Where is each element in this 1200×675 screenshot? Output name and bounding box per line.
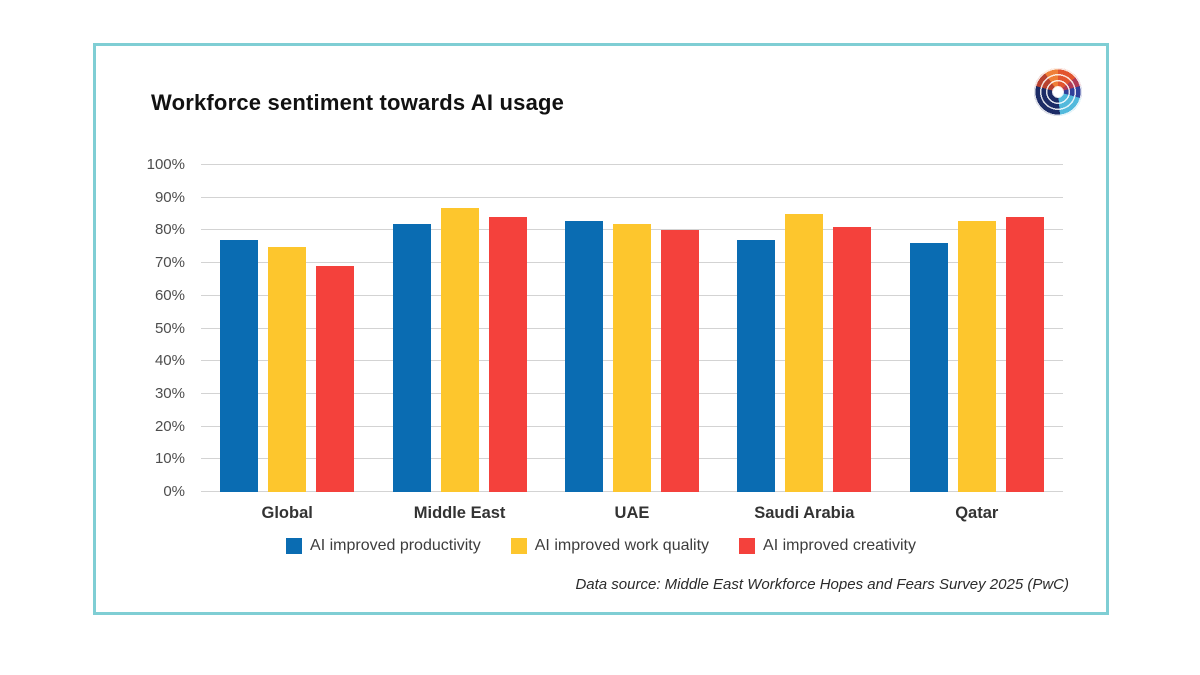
category-label-qatar: Qatar bbox=[955, 504, 999, 522]
y-axis-tick-label: 10% bbox=[154, 450, 185, 468]
legend-label: AI improved creativity bbox=[763, 537, 916, 554]
legend-item-ai-improved-work-quality: AI improved work quality bbox=[510, 537, 710, 555]
bar-ai-improved-work-quality-saudi-arabia bbox=[785, 214, 824, 492]
y-axis-tick-label: 100% bbox=[146, 156, 185, 173]
legend-swatch-icon bbox=[286, 538, 303, 554]
bar-group-middle-east bbox=[392, 165, 527, 492]
y-axis-tick-label: 0% bbox=[163, 483, 185, 500]
chart-card: Workforce sentiment towards AI usage 0% 1… bbox=[93, 43, 1109, 615]
y-axis-tick-label: 40% bbox=[154, 352, 185, 370]
brand-swirl-logo-icon bbox=[1034, 68, 1082, 116]
bar-ai-improved-productivity-global bbox=[220, 240, 259, 492]
bar-ai-improved-work-quality-middle-east bbox=[440, 207, 479, 492]
legend-item-ai-improved-productivity: AI improved productivity bbox=[286, 537, 481, 555]
y-axis-tick-label: 80% bbox=[154, 221, 185, 239]
bar-ai-improved-productivity-saudi-arabia bbox=[737, 240, 776, 492]
legend: AI improved productivity AI improved work… bbox=[96, 537, 1106, 555]
bar-ai-improved-creativity-saudi-arabia bbox=[833, 227, 872, 492]
bar-ai-improved-work-quality-uae bbox=[612, 223, 651, 492]
bar-group-saudi-arabia bbox=[737, 165, 872, 492]
x-axis-category-labels: Global Middle East UAE Saudi Arabia Qatar bbox=[201, 504, 1063, 523]
plot-area bbox=[201, 164, 1063, 492]
bar-ai-improved-work-quality-qatar bbox=[957, 220, 996, 492]
y-axis-tick-label: 90% bbox=[154, 188, 185, 206]
bar-ai-improved-productivity-uae bbox=[564, 220, 603, 492]
gridline-90% bbox=[201, 196, 1063, 198]
y-axis-tick-label: 50% bbox=[154, 319, 185, 337]
legend-item-ai-improved-creativity: AI improved creativity bbox=[739, 537, 916, 555]
bar-ai-improved-creativity-uae bbox=[660, 230, 699, 492]
gridline-100% bbox=[201, 164, 1063, 165]
legend-swatch-icon bbox=[739, 538, 756, 554]
category-label-saudi-arabia: Saudi Arabia bbox=[754, 504, 855, 522]
y-axis-tick-label: 60% bbox=[154, 286, 185, 304]
bar-group-global bbox=[220, 165, 355, 492]
legend-label: AI improved productivity bbox=[310, 537, 481, 554]
category-label-global: Global bbox=[261, 504, 313, 522]
bar-ai-improved-creativity-global bbox=[316, 266, 355, 492]
category-label-uae: UAE bbox=[614, 504, 650, 522]
source-note: Data source: Middle East Workforce Hopes… bbox=[575, 576, 1069, 593]
bar-group-qatar bbox=[909, 165, 1044, 492]
bar-ai-improved-creativity-qatar bbox=[1005, 217, 1044, 492]
y-axis: 0% 10% 20% 30% 40% 50% 60% 70% 80% 90% 100% bbox=[114, 156, 185, 500]
legend-swatch-icon bbox=[510, 538, 527, 554]
y-axis-tick-label: 20% bbox=[154, 417, 185, 435]
y-axis-tick-label: 30% bbox=[154, 384, 185, 402]
legend-label: AI improved work quality bbox=[534, 537, 710, 554]
bar-ai-improved-productivity-middle-east bbox=[392, 223, 431, 492]
bar-ai-improved-productivity-qatar bbox=[909, 243, 948, 492]
chart-title: Workforce sentiment towards AI usage bbox=[151, 90, 565, 115]
bar-ai-improved-creativity-middle-east bbox=[488, 217, 527, 492]
category-label-middle-east: Middle East bbox=[413, 504, 506, 522]
bar-group-uae bbox=[564, 165, 699, 492]
y-axis-tick-label: 70% bbox=[154, 254, 185, 272]
bar-groups bbox=[201, 165, 1063, 492]
bar-ai-improved-work-quality-global bbox=[268, 246, 307, 492]
